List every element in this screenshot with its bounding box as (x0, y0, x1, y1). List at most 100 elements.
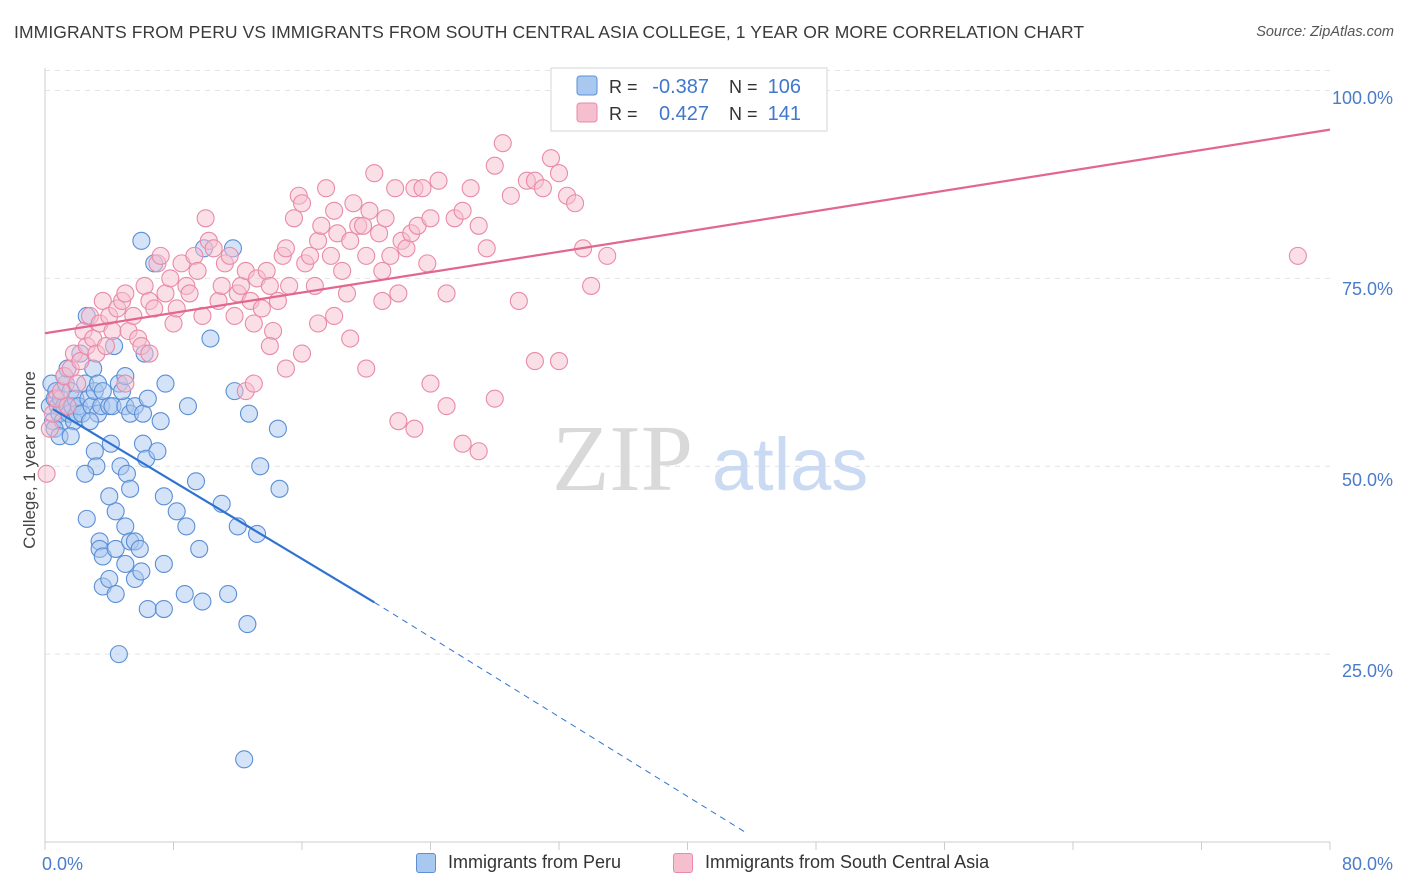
point-sca-117 (566, 194, 585, 213)
point-sca-63 (276, 239, 295, 258)
y-tick-label-100: 100.0% (1332, 88, 1393, 108)
point-sca-17 (93, 291, 112, 311)
point-sca-49 (220, 246, 239, 265)
point-sca-125 (325, 306, 344, 326)
point-sca-74 (321, 246, 340, 265)
point-peru-59 (77, 509, 96, 528)
trend-line-sca (44, 128, 1331, 335)
point-peru-46 (80, 412, 100, 431)
point-sca-89 (381, 246, 400, 265)
point-sca-108 (493, 134, 512, 153)
point-sca-80 (344, 194, 363, 213)
point-sca-97 (413, 179, 432, 198)
point-sca-107 (485, 156, 504, 175)
point-peru-51 (117, 464, 136, 483)
stats-r-value-peru: -0.387 (652, 76, 709, 98)
point-peru-71 (106, 584, 125, 604)
bottom-legend: Immigrants from Peru Immigrants from Sou… (0, 852, 1406, 878)
point-sca-73 (317, 179, 336, 198)
point-sca-133 (453, 434, 472, 453)
point-sca-109 (501, 186, 520, 205)
watermark-zip: ZIP (552, 407, 693, 511)
point-sca-57 (252, 299, 271, 318)
point-sca-142 (140, 344, 159, 363)
point-peru-95 (193, 592, 212, 611)
point-peru-104 (178, 397, 198, 416)
point-sca-83 (357, 246, 376, 265)
point-sca-67 (292, 194, 312, 213)
point-peru-76 (154, 599, 173, 619)
point-sca-132 (437, 397, 456, 416)
point-sca-121 (260, 336, 279, 356)
point-peru-78 (177, 517, 196, 536)
point-peru-77 (175, 584, 194, 604)
point-sca-1 (40, 419, 59, 438)
point-sca-50 (225, 306, 244, 326)
point-sca-34 (161, 269, 180, 288)
series-sca-points (37, 134, 1307, 483)
point-peru-90 (138, 389, 157, 408)
point-sca-60 (264, 321, 283, 341)
legend-label-sca: Immigrants from South Central Asia (705, 852, 990, 872)
legend-item-peru[interactable]: Immigrants from Peru (416, 852, 621, 873)
point-sca-20 (103, 321, 122, 341)
point-peru-73 (132, 562, 151, 581)
point-peru-64 (116, 517, 135, 536)
point-sca-129 (389, 412, 408, 431)
point-sca-93 (397, 239, 416, 258)
point-sca-9 (68, 374, 87, 393)
legend-swatch-peru (416, 852, 436, 873)
point-peru-88 (132, 231, 151, 250)
point-sca-139 (244, 374, 263, 393)
point-peru-86 (201, 329, 220, 348)
point-peru-99 (239, 404, 259, 423)
point-sca-113 (533, 179, 552, 198)
point-sca-101 (437, 284, 456, 303)
point-sca-4 (52, 382, 71, 401)
stats-swatch-peru (576, 75, 598, 96)
trend-line-peru (52, 408, 375, 604)
y-tick-label-50: 50.0% (1342, 470, 1393, 490)
point-sca-71 (309, 231, 328, 250)
point-peru-97 (109, 645, 128, 664)
point-sca-59 (260, 276, 279, 295)
legend-item-sca[interactable]: Immigrants from South Central Asia (673, 852, 989, 873)
stats-r-label-peru: R = (609, 77, 638, 97)
point-peru-101 (268, 419, 287, 438)
point-sca-127 (357, 359, 376, 378)
point-sca-86 (370, 224, 389, 243)
point-sca-6 (58, 397, 77, 416)
point-sca-35 (164, 314, 183, 333)
point-sca-77 (333, 261, 352, 280)
point-sca-32 (151, 246, 170, 265)
point-peru-54 (151, 412, 170, 431)
point-sca-98 (418, 254, 437, 273)
point-peru-74 (138, 599, 157, 619)
y-tick-label-75: 75.0% (1342, 279, 1393, 299)
stats-n-label-peru: N = (729, 77, 758, 97)
x-tick-label-right: 80.0% (1342, 854, 1393, 874)
point-sca-10 (71, 352, 90, 371)
point-peru-105 (235, 750, 254, 769)
point-sca-55 (244, 314, 263, 333)
point-sca-141 (116, 374, 135, 393)
point-peru-81 (219, 584, 238, 604)
point-sca-87 (373, 261, 392, 280)
point-peru-30 (61, 427, 80, 446)
point-peru-79 (186, 472, 206, 491)
point-sca-78 (337, 284, 357, 303)
grid-lines (45, 70, 1330, 655)
point-peru-75 (154, 554, 173, 574)
point-sca-135 (485, 389, 504, 408)
point-peru-35 (93, 382, 112, 401)
point-sca-43 (196, 209, 215, 228)
legend-swatch-sca (673, 852, 693, 873)
point-sca-134 (469, 442, 488, 461)
point-sca-123 (292, 344, 312, 363)
stats-n-value-peru: 106 (768, 76, 801, 98)
stats-n-value-sca: 141 (768, 103, 801, 125)
point-sca-25 (124, 306, 143, 326)
point-sca-65 (284, 209, 304, 228)
point-sca-28 (135, 276, 154, 295)
